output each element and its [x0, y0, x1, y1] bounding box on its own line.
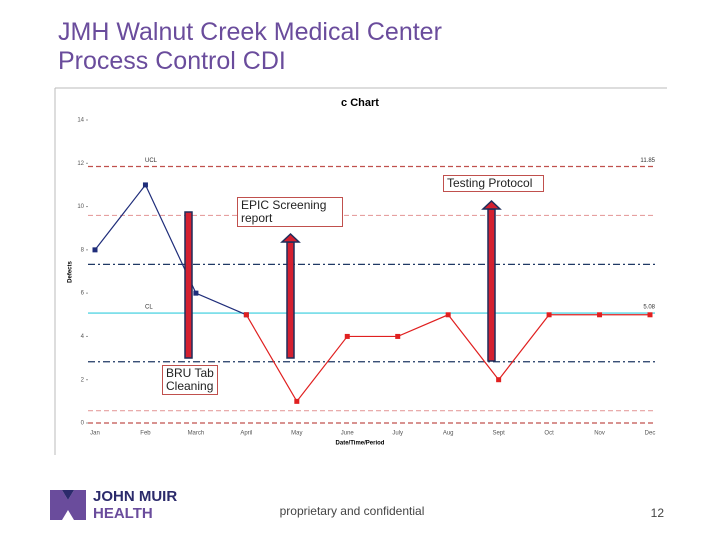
- annotation: BRU Tab Cleaning: [162, 365, 218, 395]
- x-tick-label: July: [392, 431, 403, 437]
- x-tick-label: Feb: [140, 431, 151, 437]
- point: [142, 182, 148, 188]
- point: [647, 312, 653, 318]
- x-tick-label: Jan: [90, 431, 100, 437]
- x-axis-label: Date/Time/Period: [336, 441, 385, 447]
- chart-title: c Chart: [341, 97, 379, 109]
- x-tick-label: Sept: [492, 431, 505, 437]
- series-line: [245, 314, 650, 403]
- arrow: [184, 199, 502, 362]
- x-tick-label: Nov: [594, 431, 605, 437]
- y-tick-label: 0: [81, 421, 85, 427]
- logo-text: JOHN MUIR: [93, 488, 177, 505]
- slide-title: Process Control CDI: [58, 47, 286, 75]
- y-tick-label: 14: [77, 118, 84, 124]
- point: [243, 312, 249, 318]
- point: [496, 377, 502, 383]
- point: [294, 398, 300, 404]
- x-tick-label: Dec: [645, 431, 656, 437]
- point: [597, 312, 603, 318]
- logo-text: HEALTH: [93, 505, 153, 522]
- y-tick-label: 12: [77, 161, 84, 167]
- x-tick-label: Aug: [443, 431, 454, 437]
- y-axis-label: Defects: [68, 261, 74, 283]
- series-line: [94, 183, 247, 316]
- page-number: 12: [651, 506, 665, 520]
- slide-title: JMH Walnut Creek Medical Center: [58, 18, 442, 46]
- x-tick-label: April: [240, 431, 252, 437]
- x-tick-label: June: [341, 431, 355, 437]
- annotation: Testing Protocol: [443, 175, 544, 192]
- point: [546, 312, 552, 318]
- y-tick-label: 4: [81, 334, 85, 340]
- point: [193, 290, 199, 296]
- point: [92, 247, 98, 253]
- footer-note: proprietary and confidential: [280, 504, 425, 518]
- control-value: 11.85: [640, 158, 655, 164]
- control-value: 5.08: [643, 305, 655, 311]
- point: [445, 312, 451, 318]
- point: [395, 333, 401, 339]
- y-tick-label: 6: [81, 291, 85, 297]
- y-tick-label: 2: [81, 377, 85, 383]
- point: [344, 333, 350, 339]
- y-tick-label: 8: [81, 247, 85, 253]
- y-tick-label: 10: [77, 204, 84, 210]
- annotation: EPIC Screening report: [237, 197, 343, 227]
- x-tick-label: March: [188, 431, 205, 437]
- control-label: CL: [145, 305, 153, 311]
- x-tick-label: May: [291, 431, 302, 437]
- control-label: UCL: [145, 158, 158, 164]
- x-tick-label: Oct: [544, 431, 554, 437]
- logo: JOHN MUIR HEALTH: [50, 488, 177, 522]
